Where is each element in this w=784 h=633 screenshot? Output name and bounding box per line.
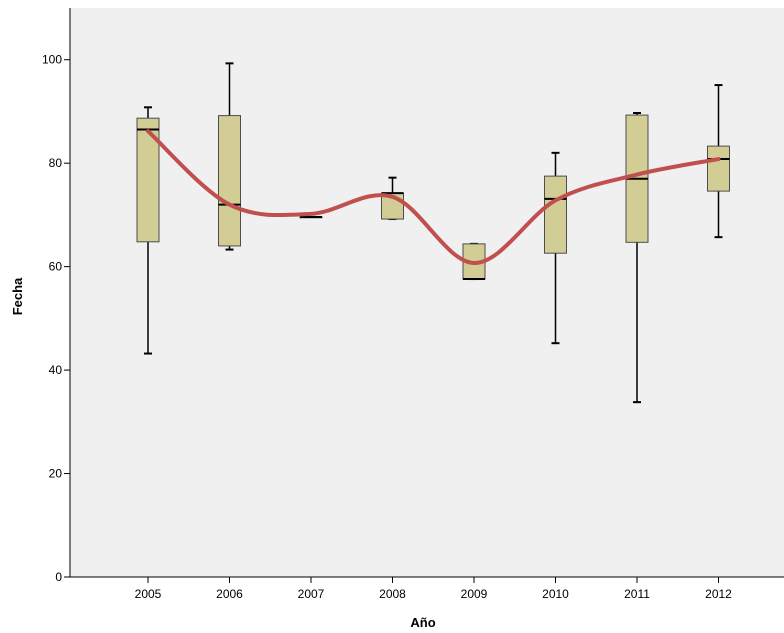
x-tick-label: 2005 [135, 587, 162, 601]
box-iqr [136, 117, 160, 243]
axes-layer: 0 20 40 60 80 100 2005 2006 2007 2008 2009 2010 2011… [42, 8, 784, 601]
x-tick-label: 2006 [216, 587, 243, 601]
y-tick-label: 40 [49, 363, 63, 377]
box-2012 [707, 84, 730, 239]
y-tick-label: 100 [42, 53, 62, 67]
box-2007 [299, 215, 323, 219]
x-tick-label: 2009 [461, 587, 488, 601]
box-iqr [544, 175, 567, 254]
box-2006 [218, 62, 241, 251]
x-tick-label: 2008 [379, 587, 406, 601]
y-tick-label: 20 [49, 467, 63, 481]
y-tick-label: 0 [55, 570, 62, 584]
trend-line [146, 129, 721, 266]
plot-area [70, 8, 784, 577]
box-2005 [136, 106, 160, 355]
x-axis-title: Año [410, 615, 435, 630]
box-iqr [218, 115, 241, 247]
y-tick-label: 60 [49, 260, 63, 274]
x-tick-label: 2011 [624, 587, 650, 601]
x-tick-label: 2007 [298, 587, 325, 601]
x-tick-label: 2010 [542, 587, 569, 601]
box-iqr [707, 145, 730, 192]
y-axis-title: Fecha [10, 277, 25, 315]
x-tick-label: 2012 [705, 587, 732, 601]
y-tick-label: 80 [49, 156, 63, 170]
